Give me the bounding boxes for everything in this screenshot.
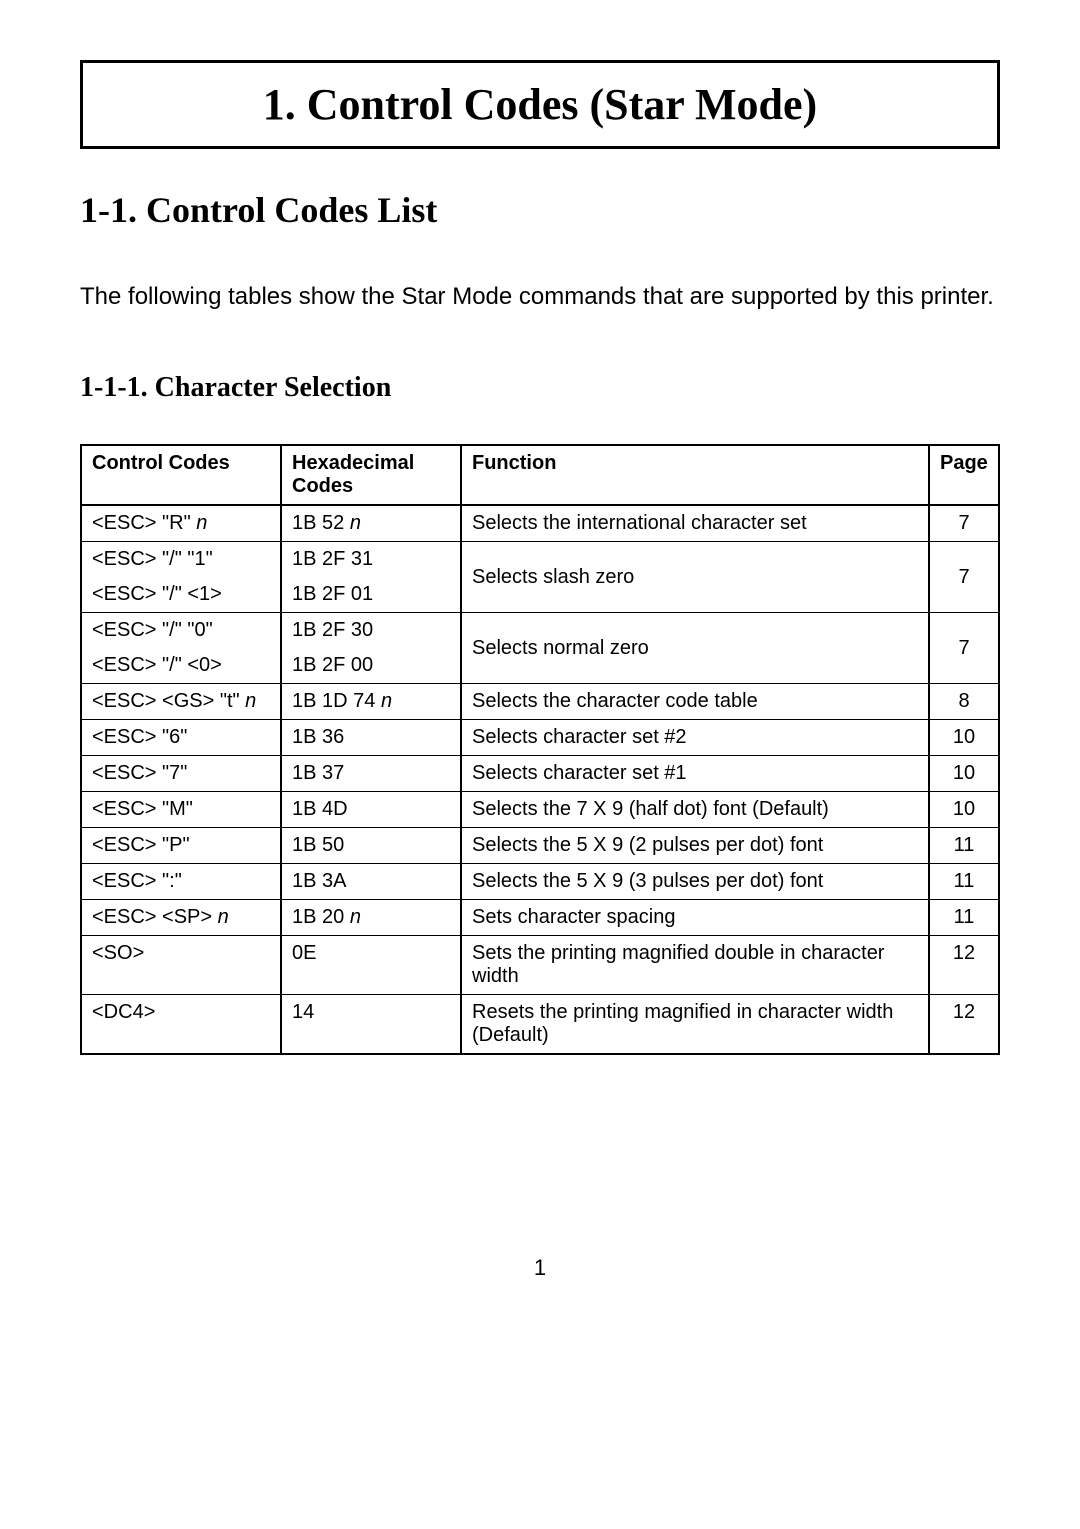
page-cell: 7 [929, 505, 999, 542]
control-code-cell: <ESC> "6" [81, 720, 281, 756]
control-code-cell: <ESC> "/" <1> [81, 577, 281, 613]
control-code-cell: <ESC> "/" "0" [81, 613, 281, 649]
header-function: Function [461, 445, 929, 505]
table-row: <ESC> "P"1B 50Selects the 5 X 9 (2 pulse… [81, 828, 999, 864]
hex-code-cell: 1B 1D 74 n [281, 684, 461, 720]
table-row: <ESC> "6"1B 36Selects character set #210 [81, 720, 999, 756]
header-hexadecimal-codes: Hexadecimal Codes [281, 445, 461, 505]
hex-code-cell: 1B 50 [281, 828, 461, 864]
header-page: Page [929, 445, 999, 505]
function-cell: Selects character set #1 [461, 756, 929, 792]
chapter-title: 1. Control Codes (Star Mode) [103, 79, 977, 130]
hex-code-cell: 1B 2F 30 [281, 613, 461, 649]
control-code-cell: <ESC> "M" [81, 792, 281, 828]
section-body: The following tables show the Star Mode … [80, 281, 1000, 312]
control-code-cell: <ESC> "P" [81, 828, 281, 864]
subsection-title: 1-1-1. Character Selection [80, 372, 1000, 404]
table-header-row: Control Codes Hexadecimal Codes Function… [81, 445, 999, 505]
hex-code-cell: 1B 3A [281, 864, 461, 900]
page-cell: 7 [929, 613, 999, 684]
header-control-codes: Control Codes [81, 445, 281, 505]
hex-code-cell: 1B 2F 01 [281, 577, 461, 613]
control-code-cell: <DC4> [81, 995, 281, 1055]
page-cell: 10 [929, 792, 999, 828]
table-row: <ESC> "7"1B 37Selects character set #110 [81, 756, 999, 792]
table-row: <SO>0ESets the printing magnified double… [81, 936, 999, 995]
function-cell: Selects the character code table [461, 684, 929, 720]
table-row: <ESC> <GS> "t" n1B 1D 74 nSelects the ch… [81, 684, 999, 720]
page-cell: 12 [929, 995, 999, 1055]
function-cell: Sets character spacing [461, 900, 929, 936]
hex-code-cell: 1B 20 n [281, 900, 461, 936]
hex-code-cell: 1B 2F 31 [281, 542, 461, 578]
control-code-cell: <ESC> "/" "1" [81, 542, 281, 578]
page-cell: 11 [929, 900, 999, 936]
table-row: <ESC> "M"1B 4DSelects the 7 X 9 (half do… [81, 792, 999, 828]
hex-code-cell: 1B 4D [281, 792, 461, 828]
hex-code-cell: 1B 37 [281, 756, 461, 792]
hex-code-cell: 1B 36 [281, 720, 461, 756]
function-cell: Selects the 5 X 9 (2 pulses per dot) fon… [461, 828, 929, 864]
page-number: 1 [80, 1255, 1000, 1281]
control-code-cell: <ESC> "7" [81, 756, 281, 792]
table-row: <ESC> "/" "1"1B 2F 31Selects slash zero7 [81, 542, 999, 578]
table-row: <DC4>14Resets the printing magnified in … [81, 995, 999, 1055]
control-code-cell: <SO> [81, 936, 281, 995]
table-body: <ESC> "R" n1B 52 nSelects the internatio… [81, 505, 999, 1054]
control-codes-table: Control Codes Hexadecimal Codes Function… [80, 444, 1000, 1055]
table-row: <ESC> ":"1B 3ASelects the 5 X 9 (3 pulse… [81, 864, 999, 900]
function-cell: Selects the international character set [461, 505, 929, 542]
function-cell: Sets the printing magnified double in ch… [461, 936, 929, 995]
section-title: 1-1. Control Codes List [80, 189, 1000, 231]
function-cell: Selects slash zero [461, 542, 929, 613]
page-cell: 11 [929, 864, 999, 900]
page-cell: 8 [929, 684, 999, 720]
function-cell: Selects normal zero [461, 613, 929, 684]
hex-code-cell: 1B 2F 00 [281, 648, 461, 684]
hex-code-cell: 14 [281, 995, 461, 1055]
page-cell: 12 [929, 936, 999, 995]
function-cell: Selects the 7 X 9 (half dot) font (Defau… [461, 792, 929, 828]
chapter-title-box: 1. Control Codes (Star Mode) [80, 60, 1000, 149]
hex-code-cell: 0E [281, 936, 461, 995]
control-code-cell: <ESC> "R" n [81, 505, 281, 542]
page-cell: 10 [929, 756, 999, 792]
table-row: <ESC> "R" n1B 52 nSelects the internatio… [81, 505, 999, 542]
hex-code-cell: 1B 52 n [281, 505, 461, 542]
function-cell: Selects the 5 X 9 (3 pulses per dot) fon… [461, 864, 929, 900]
page-cell: 7 [929, 542, 999, 613]
control-code-cell: <ESC> ":" [81, 864, 281, 900]
function-cell: Resets the printing magnified in charact… [461, 995, 929, 1055]
control-code-cell: <ESC> "/" <0> [81, 648, 281, 684]
page-cell: 11 [929, 828, 999, 864]
table-row: <ESC> "/" "0"1B 2F 30Selects normal zero… [81, 613, 999, 649]
function-cell: Selects character set #2 [461, 720, 929, 756]
control-code-cell: <ESC> <GS> "t" n [81, 684, 281, 720]
table-row: <ESC> <SP> n1B 20 nSets character spacin… [81, 900, 999, 936]
page-cell: 10 [929, 720, 999, 756]
control-code-cell: <ESC> <SP> n [81, 900, 281, 936]
